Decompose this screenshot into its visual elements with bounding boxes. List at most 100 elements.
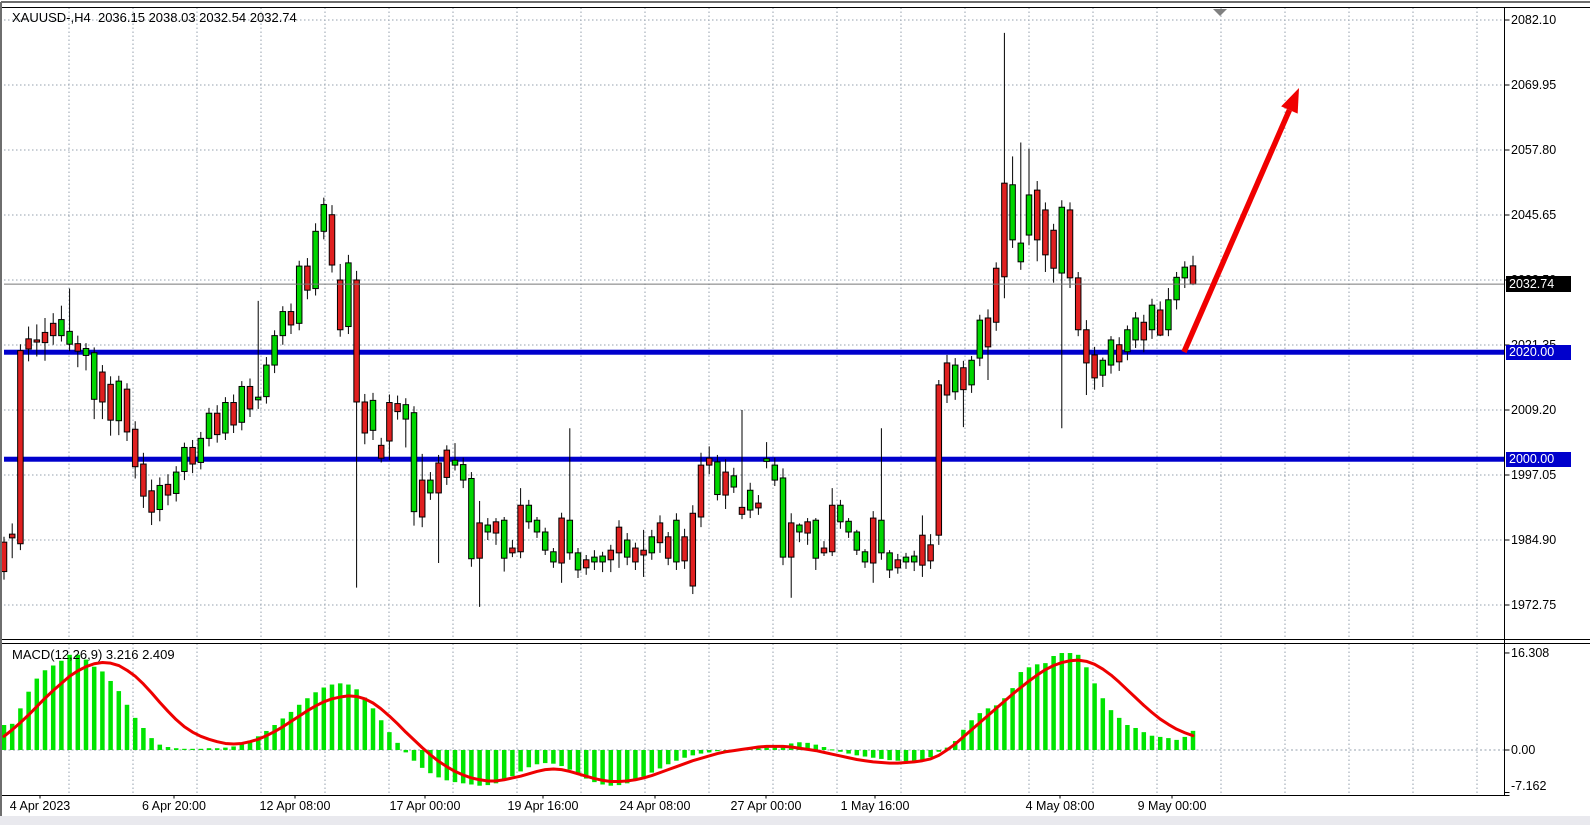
candle-body [345, 262, 352, 328]
macd-histogram-bar [1092, 683, 1097, 750]
candle-body [1050, 229, 1057, 269]
macd-histogram-bar [1141, 732, 1147, 750]
macd-histogram-bar [1116, 717, 1122, 750]
candle-body [25, 338, 32, 350]
candle-body [320, 204, 328, 232]
macd-histogram-bar [239, 744, 245, 750]
macd-histogram-bar [567, 750, 573, 770]
candle-body [976, 319, 984, 359]
macd-histogram-bar [985, 708, 991, 750]
candle-body [304, 265, 311, 291]
macd-histogram-bar [460, 750, 466, 784]
candle-body [1017, 242, 1025, 263]
candle-body [500, 519, 508, 559]
macd-histogram-bar [321, 687, 327, 750]
candle-body [656, 522, 664, 544]
macd-histogram-bar [592, 750, 597, 783]
candle-body [230, 402, 237, 426]
candle-body [1033, 189, 1041, 241]
macd-histogram-bar [469, 750, 474, 785]
candle-body [517, 504, 524, 553]
trend-arrow-head[interactable] [1281, 88, 1299, 114]
macd-histogram-bar [1174, 739, 1179, 750]
macd-histogram-bar [559, 750, 564, 767]
candle-body [1107, 339, 1115, 366]
hline-price-badge: 2000.00 [1506, 451, 1571, 467]
trend-arrow-shaft[interactable] [1181, 108, 1292, 354]
candle-body [279, 311, 287, 337]
macd-histogram-bar [698, 750, 704, 754]
macd-histogram-bar [895, 750, 901, 761]
candle-body [1042, 209, 1049, 256]
candle-body [837, 504, 844, 523]
candle-body [222, 402, 229, 434]
candle-body [1074, 277, 1082, 331]
candle-body [1156, 309, 1164, 336]
candle-body [459, 464, 467, 481]
macd-axis-label: -7.162 [1511, 778, 1547, 793]
price-axis-label: 2069.95 [1511, 77, 1557, 92]
candle-body [197, 437, 205, 463]
macd-histogram-bar [911, 750, 917, 761]
time-axis-label: 1 May 16:00 [840, 799, 910, 813]
macd-histogram-bar [42, 670, 48, 750]
macd-histogram-bar [1059, 653, 1065, 750]
macd-histogram-bar [452, 750, 458, 783]
candle-body [722, 471, 729, 496]
candle-body [812, 519, 820, 559]
time-axis-label: 4 Apr 2023 [9, 799, 71, 813]
macd-histogram-bar [633, 750, 638, 781]
candle-body [418, 479, 426, 518]
candle-body [705, 457, 713, 466]
candle-body [566, 519, 574, 554]
macd-histogram-bar [756, 748, 761, 750]
macd-histogram-bar [346, 684, 351, 750]
macd-histogram-bar [387, 732, 392, 750]
macd-histogram-bar [977, 713, 983, 750]
macd-histogram-bar [936, 750, 942, 752]
macd-histogram-bar [206, 748, 212, 750]
macd-histogram-bar [419, 750, 425, 768]
candle-body [402, 404, 410, 420]
candle-body [386, 402, 393, 442]
macd-histogram-bar [764, 747, 769, 750]
macd-histogram-bar [354, 689, 359, 750]
candle-body [353, 279, 360, 403]
window-bottom-strip [0, 816, 1590, 825]
macd-histogram-bar [649, 750, 655, 773]
macd-histogram-bar [1182, 736, 1188, 750]
macd-histogram-bar [641, 750, 646, 777]
horizontal-level-line[interactable] [4, 349, 1505, 355]
macd-histogram-bar [272, 725, 277, 750]
macd-histogram-bar [247, 740, 253, 750]
candle-body [509, 547, 516, 554]
macd-histogram-bar [223, 747, 228, 750]
candle-body [574, 552, 582, 571]
price-axis-label: 1972.75 [1511, 598, 1557, 612]
macd-histogram-bar [682, 750, 687, 758]
candle-body [1173, 276, 1180, 301]
macd-histogram-bar [436, 750, 441, 778]
horizontal-level-line[interactable] [4, 456, 1505, 462]
candle-body [1115, 344, 1123, 363]
macd-histogram-bar [132, 717, 138, 750]
candle-body [984, 317, 992, 348]
macd-histogram-bar [214, 748, 220, 750]
macd-histogram-bar [608, 750, 614, 786]
candle-body [1189, 265, 1197, 285]
candle-body [828, 504, 836, 553]
macd-signal-line [2, 658, 1195, 784]
candle-body [689, 512, 697, 587]
candle-body [213, 412, 221, 436]
macd-histogram-bar [34, 678, 40, 750]
candle-body [779, 477, 787, 558]
macd-histogram-bar [928, 750, 933, 758]
macd-histogram-bar [288, 711, 294, 750]
macd-histogram-bar [1149, 735, 1155, 750]
macd-histogram-bar [838, 750, 843, 752]
candle-body [730, 475, 738, 488]
macd-histogram-bar [75, 654, 81, 750]
candle-body [550, 551, 557, 563]
